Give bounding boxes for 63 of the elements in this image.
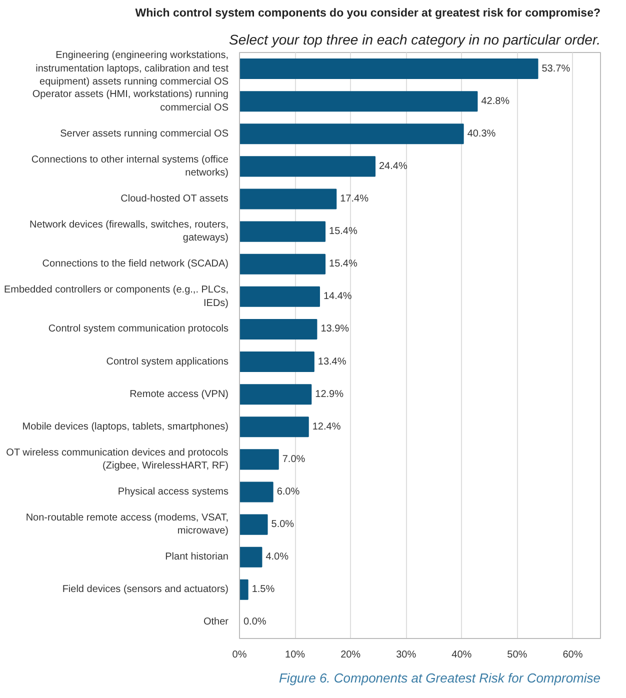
data-label: 1.5%: [252, 584, 275, 596]
x-tick-label: 50%: [507, 650, 528, 660]
data-label: 5.0%: [271, 519, 294, 530]
x-tick-label: 10%: [285, 650, 306, 660]
y-tick-label: Connections to other internal systems (office networks): [31, 154, 229, 179]
data-label: 7.0%: [282, 454, 306, 465]
y-tick-label: Server assets running commercial OS: [60, 128, 229, 140]
bar: [240, 449, 279, 470]
data-label: 14.4%: [323, 291, 352, 302]
y-tick-label: Field devices (sensors and actuators): [62, 584, 228, 596]
y-tick-label: Network devices (firewalls, switches, routers, gateways): [30, 219, 229, 244]
y-tick-label: Control system applications: [106, 356, 229, 368]
y-tick-label: Engineering (engineering workstations, instrumentation laptops, calibration and test equipment) assets running commercial OS: [36, 50, 229, 88]
y-tick-label: Operator assets (HMI, workstations) running commercial OS: [32, 89, 229, 114]
bar: [240, 482, 274, 502]
data-label: 4.0%: [266, 552, 289, 563]
bar: [240, 156, 376, 177]
data-label: 53.7%: [542, 63, 570, 74]
data-label: 15.4%: [329, 258, 358, 270]
y-tick-label: Other: [203, 616, 230, 628]
data-label: 13.4%: [318, 356, 346, 368]
bar: [240, 286, 320, 307]
chart-subtitle: Select your top three in each category in no particular order.: [229, 32, 601, 48]
bar: [240, 318, 318, 340]
y-tick-label: Embedded controllers or components (e.g.,. PLCs, IEDs): [4, 284, 229, 309]
y-tick-label: Control system communication protocols: [48, 324, 229, 335]
y-tick-label: Mobile devices (laptops, tablets, smartphones): [22, 421, 229, 432]
data-label: 42.8%: [481, 96, 510, 107]
bar: [240, 514, 268, 535]
y-tick-label: Connections to the field network (SCADA): [42, 258, 229, 270]
data-label: 6.0%: [276, 486, 300, 498]
bar: [240, 91, 478, 112]
data-label: 0.0%: [244, 616, 266, 628]
data-label: 15.4%: [329, 226, 358, 238]
x-tick-label: 0%: [232, 650, 247, 660]
bar: [240, 124, 464, 144]
data-label: 12.9%: [315, 388, 344, 400]
bar: [240, 546, 262, 568]
bar: [240, 221, 326, 242]
bar: [240, 188, 337, 210]
y-tick-label: Physical access systems: [118, 486, 229, 498]
data-label: 40.3%: [467, 128, 496, 140]
bar: [240, 416, 309, 438]
data-label: 12.4%: [312, 421, 341, 432]
bar: [240, 254, 326, 274]
bar: [240, 58, 538, 80]
chart-title: Which control system components do you consider at greatest risk for compromise?: [135, 8, 601, 20]
data-label: 24.4%: [379, 160, 408, 172]
x-tick-label: 30%: [396, 650, 416, 660]
bar: [240, 579, 248, 600]
y-tick-label: Remote access (VPN): [130, 388, 229, 400]
y-tick-label: OT wireless communication devices and protocols (Zigbee, WirelessHART, RF): [6, 447, 229, 472]
x-tick-label: 20%: [340, 650, 361, 660]
y-tick-label: Non-routable remote access (modems, VSAT, microwave): [26, 512, 229, 537]
caption: Figure 6. Components at Greatest Risk for Compromise: [278, 670, 601, 686]
y-tick-label: Cloud-hosted OT assets: [120, 194, 228, 204]
x-tick-label: 40%: [452, 650, 472, 660]
y-tick-label: Plant historian: [165, 552, 229, 563]
bar: [240, 384, 312, 405]
data-label: 13.9%: [320, 324, 350, 335]
bar: [240, 352, 314, 372]
x-tick-label: 60%: [562, 650, 583, 660]
data-label: 17.4%: [340, 194, 369, 204]
